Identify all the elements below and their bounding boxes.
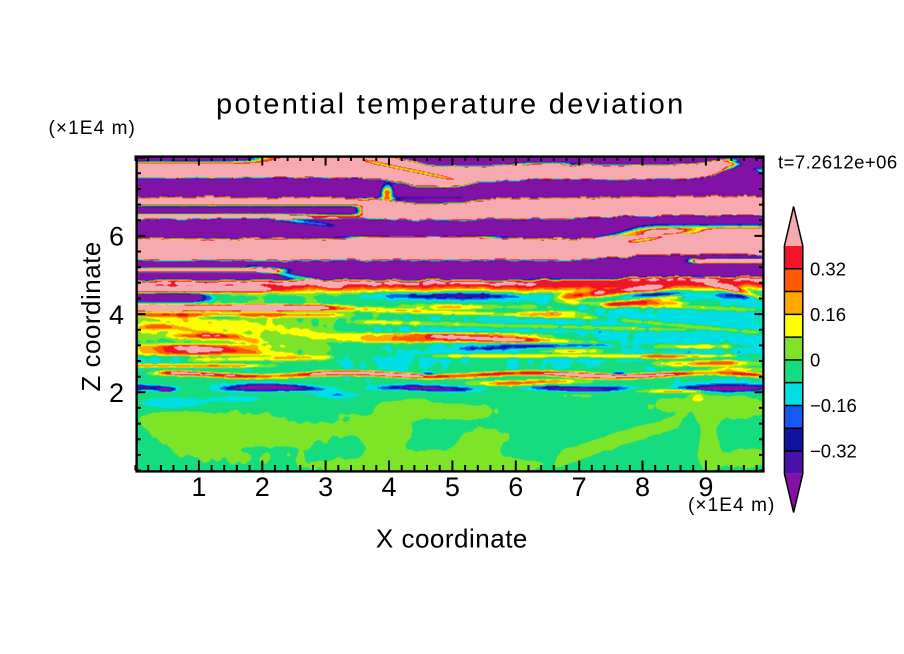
svg-text:potential temperature deviatio: potential temperature deviation [216, 89, 686, 121]
svg-text:7: 7 [572, 472, 587, 502]
svg-text:6: 6 [508, 472, 523, 502]
svg-text:−0.16: −0.16 [810, 395, 857, 416]
svg-text:5: 5 [445, 472, 460, 502]
svg-text:8: 8 [635, 472, 650, 502]
svg-text:6: 6 [109, 222, 124, 252]
svg-text:Z coordinate: Z coordinate [76, 241, 106, 392]
svg-text:2: 2 [255, 472, 270, 502]
svg-text:0.32: 0.32 [810, 258, 846, 279]
svg-text:9: 9 [698, 472, 713, 502]
svg-text:t=7.2612e+06: t=7.2612e+06 [778, 152, 898, 173]
svg-text:(×1E4 m): (×1E4 m) [688, 495, 775, 516]
svg-text:X coordinate: X coordinate [376, 524, 528, 554]
svg-text:0.16: 0.16 [810, 304, 846, 325]
svg-text:4: 4 [382, 472, 397, 502]
svg-text:0: 0 [810, 349, 820, 370]
svg-text:(×1E4 m): (×1E4 m) [49, 118, 136, 139]
svg-text:1: 1 [191, 472, 206, 502]
svg-text:2: 2 [109, 378, 124, 408]
svg-text:4: 4 [109, 300, 124, 330]
svg-text:3: 3 [318, 472, 333, 502]
svg-text:−0.32: −0.32 [810, 441, 857, 462]
